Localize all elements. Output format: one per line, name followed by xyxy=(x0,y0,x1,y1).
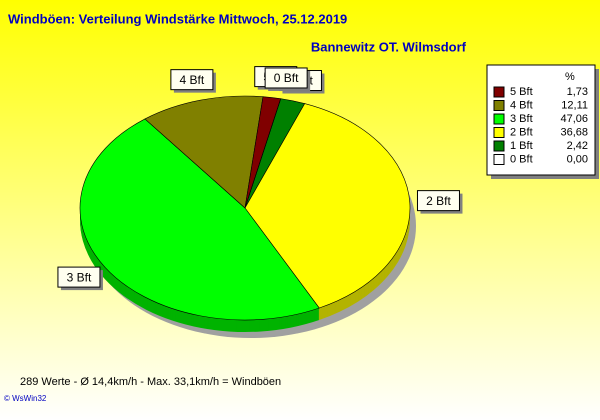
chart-title: Windböen: Verteilung Windstärke Mittwoch… xyxy=(8,11,347,26)
label-text: 4 Bft xyxy=(180,73,205,87)
label-box xyxy=(416,190,460,212)
legend-swatch xyxy=(493,127,505,138)
legend-swatch xyxy=(493,100,505,111)
legend-name: 0 Bft xyxy=(510,153,533,165)
legend-box xyxy=(486,64,596,176)
legend-value: 2,42 xyxy=(567,140,588,152)
label-text: 2 Bft xyxy=(426,194,451,208)
chart-subtitle: Bannewitz OT. Wilmsdorf xyxy=(311,39,467,54)
legend-name: 4 Bft xyxy=(510,99,533,111)
pie-slice xyxy=(144,95,264,209)
legend-name: 1 Bft xyxy=(510,140,533,152)
pie-slice xyxy=(79,118,320,321)
legend-swatch xyxy=(493,140,505,152)
label-text: 0 Bft xyxy=(274,71,299,85)
legend-swatch xyxy=(493,113,505,125)
legend-name: 5 Bft xyxy=(510,86,533,98)
legend-value: 12,11 xyxy=(561,99,588,111)
label-text: 3 Bft xyxy=(67,270,92,284)
legend-value: 36,68 xyxy=(560,126,588,138)
slice-label: 4 Bft xyxy=(170,69,216,93)
credit: © WsWin32 xyxy=(4,394,47,403)
label-box xyxy=(170,69,214,91)
legend: % 5 Bft 1,73 4 Bft 12,11 3 Bft 47,06 2 Bft 36,6… xyxy=(486,64,599,179)
slice-label: 3 Bft xyxy=(57,266,103,291)
legend-header: % xyxy=(565,71,575,83)
slice-label: 2 Bft xyxy=(416,190,463,214)
pie-slice xyxy=(244,98,281,209)
label-box xyxy=(264,67,308,89)
legend-value: 1,73 xyxy=(567,86,588,98)
legend-name: 3 Bft xyxy=(510,113,533,125)
legend-value: 0,00 xyxy=(567,153,588,165)
slice-label: 0 Bft xyxy=(264,67,311,91)
pie xyxy=(79,95,416,338)
footer: 289 Werte - Ø 14,4km/h - Max. 33,1km/h =… xyxy=(20,376,281,388)
label-box xyxy=(57,266,101,288)
pie-slice xyxy=(244,103,411,309)
legend-name: 2 Bft xyxy=(510,126,533,138)
legend-swatch xyxy=(493,86,505,98)
legend-value: 47,06 xyxy=(560,113,588,125)
legend-swatch xyxy=(493,154,505,165)
